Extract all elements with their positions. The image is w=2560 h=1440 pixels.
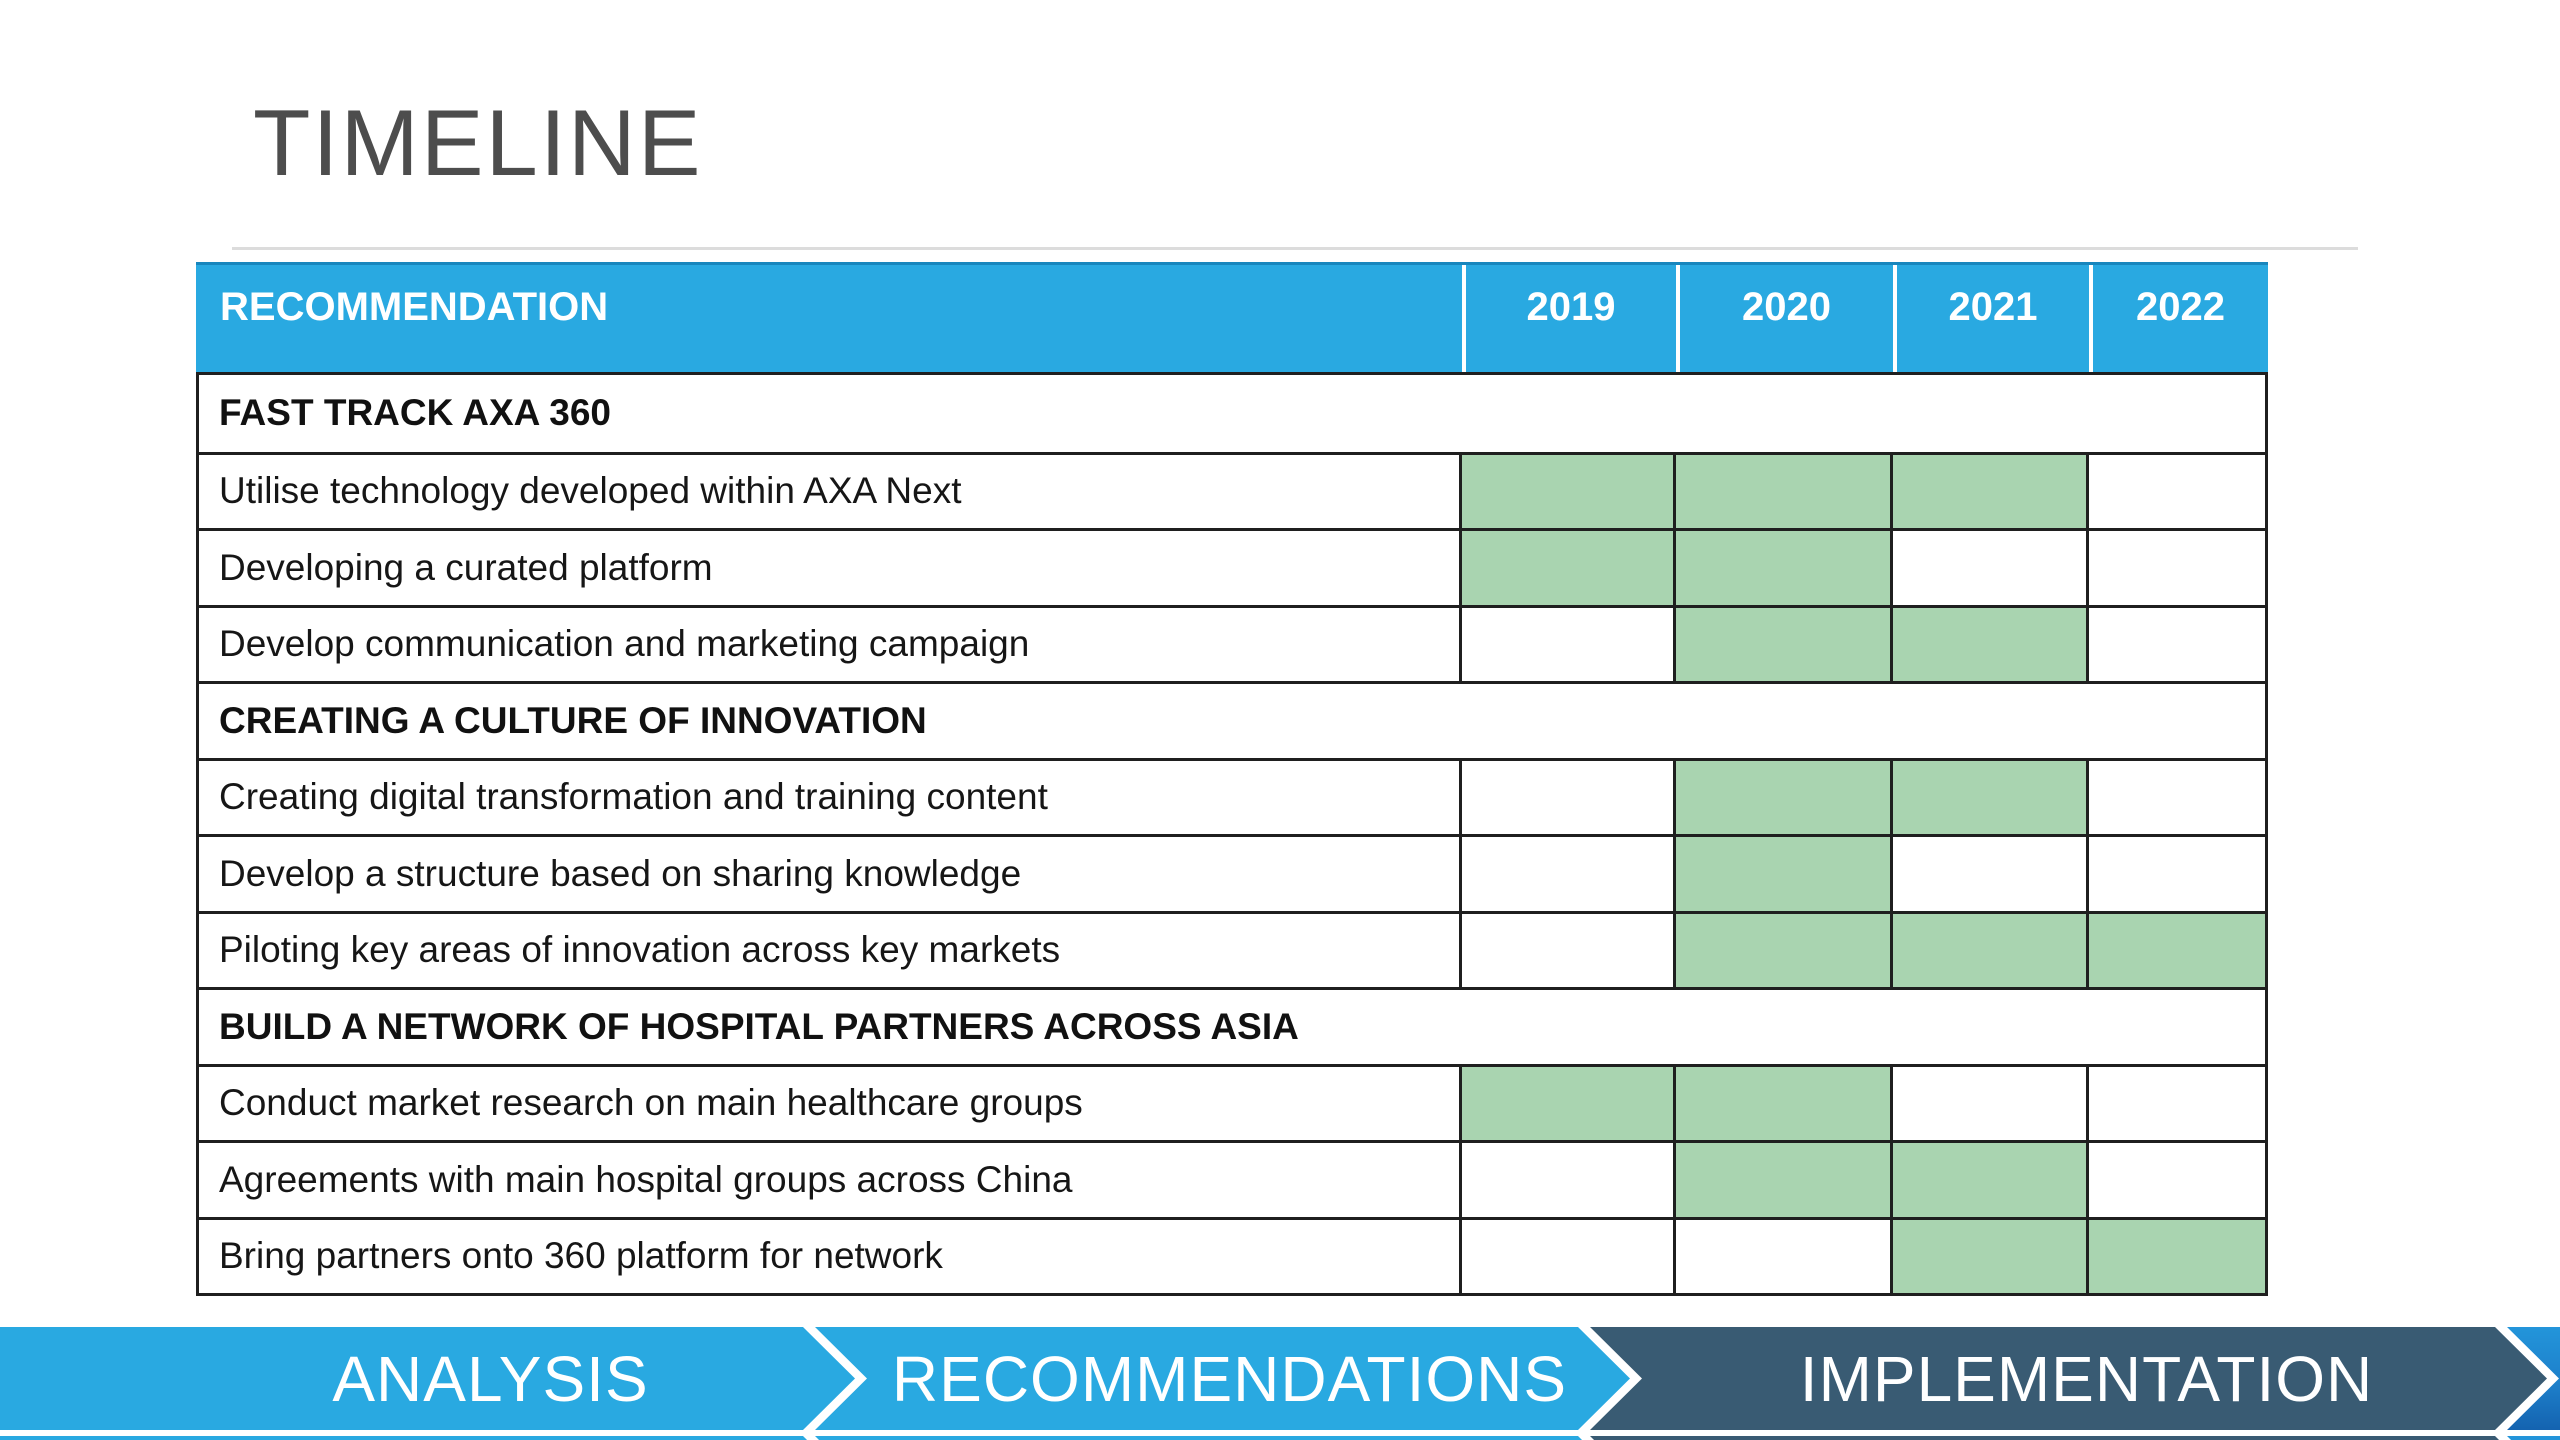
gantt-cell-2021 (1890, 913, 2086, 987)
recommendation-cell: Develop communication and marketing camp… (199, 608, 1459, 682)
recommendation-text: Develop a structure based on sharing kno… (219, 852, 1022, 894)
year-column-header-2019: 2019 (1462, 265, 1676, 372)
gantt-cell-2019 (1459, 1219, 1673, 1293)
stage-chevron-analysis: ANALYSIS (0, 1327, 855, 1430)
gantt-cell-2022 (2086, 454, 2265, 528)
year-column-header-2020: 2020 (1676, 265, 1893, 372)
gantt-cell-2022 (2086, 607, 2265, 681)
gantt-cell-2019 (1459, 454, 1673, 528)
gantt-cell-2021 (1890, 760, 2086, 834)
stage-navigation-bar: ANALYSIS RECOMMENDATIONS IMPLEMENTATION (0, 1327, 2560, 1430)
gantt-cell-2022 (2086, 1219, 2265, 1293)
recommendation-cell: Utilise technology developed within AXA … (199, 455, 1459, 529)
gantt-cell-2021 (1890, 531, 2086, 605)
gantt-cell-2020 (1673, 607, 1890, 681)
stage-label: IMPLEMENTATION (1799, 1342, 2374, 1415)
recommendation-text: Utilise technology developed within AXA … (219, 470, 962, 512)
gantt-cell-2022 (2086, 837, 2265, 911)
recommendation-cell: Agreements with main hospital groups acr… (199, 1143, 1459, 1217)
recommendation-cell: Conduct market research on main healthca… (199, 1067, 1459, 1141)
gantt-cell-2019 (1459, 760, 1673, 834)
gantt-cell-2020 (1673, 1143, 1890, 1217)
table-row: Develop communication and marketing camp… (199, 604, 2265, 682)
stage-chevron-reflection (815, 1436, 1630, 1440)
recommendation-cell: Developing a curated platform (199, 531, 1459, 605)
section-title: CREATING A CULTURE OF INNOVATION (219, 699, 927, 741)
stage-chevron-implementation: IMPLEMENTATION (1590, 1327, 2547, 1430)
gantt-cell-2020 (1673, 454, 1890, 528)
gantt-cell-2021 (1890, 1219, 2086, 1293)
table-row: Develop a structure based on sharing kno… (199, 834, 2265, 911)
gantt-cell-2021 (1890, 1066, 2086, 1140)
table-row: Conduct market research on main healthca… (199, 1063, 2265, 1141)
recommendation-cell: Bring partners onto 360 platform for net… (199, 1220, 1459, 1294)
gantt-cell-2022 (2086, 1143, 2265, 1217)
timeline-table: RECOMMENDATION 2019 2020 2021 2022 FAST … (196, 262, 2268, 1296)
recommendation-text: Agreements with main hospital groups acr… (219, 1158, 1073, 1200)
section-title: BUILD A NETWORK OF HOSPITAL PARTNERS ACR… (219, 1005, 1299, 1047)
gantt-cell-2019 (1459, 913, 1673, 987)
gantt-cell-2019 (1459, 531, 1673, 605)
table-header-row: RECOMMENDATION 2019 2020 2021 2022 (196, 262, 2268, 372)
gantt-cell-2022 (2086, 1066, 2265, 1140)
gantt-cell-2020 (1673, 913, 1890, 987)
recommendation-text: Creating digital transformation and trai… (219, 776, 1048, 818)
gantt-cell-2020 (1673, 1219, 1890, 1293)
gantt-cell-2020 (1673, 1066, 1890, 1140)
gantt-cell-2021 (1890, 454, 2086, 528)
table-row: Agreements with main hospital groups acr… (199, 1140, 2265, 1217)
recommendation-text: Develop communication and marketing camp… (219, 623, 1030, 665)
year-column-header-2022: 2022 (2089, 265, 2268, 372)
gantt-cell-2020 (1673, 760, 1890, 834)
table-row: Utilise technology developed within AXA … (199, 451, 2265, 529)
gantt-cell-2020 (1673, 531, 1890, 605)
recommendation-cell: Creating digital transformation and trai… (199, 761, 1459, 835)
gantt-cell-2022 (2086, 760, 2265, 834)
section-header-row: CREATING A CULTURE OF INNOVATION (199, 681, 2265, 758)
gantt-cell-2022 (2086, 913, 2265, 987)
year-column-header-2021: 2021 (1893, 265, 2089, 372)
section-header-row: FAST TRACK AXA 360 (199, 375, 2265, 452)
table-body: FAST TRACK AXA 360 Utilise technology de… (196, 372, 2268, 1296)
recommendation-text: Bring partners onto 360 platform for net… (219, 1235, 943, 1277)
recommendation-text: Developing a curated platform (219, 546, 713, 588)
stage-label: RECOMMENDATIONS (891, 1342, 1568, 1415)
gantt-cell-2019 (1459, 837, 1673, 911)
stage-chevron-reflection (1590, 1436, 2547, 1440)
gantt-cell-2021 (1890, 607, 2086, 681)
section-title: FAST TRACK AXA 360 (219, 392, 611, 434)
gantt-cell-2019 (1459, 1066, 1673, 1140)
table-row: Creating digital transformation and trai… (199, 757, 2265, 835)
stage-label: ANALYSIS (332, 1342, 649, 1415)
recommendation-column-header: RECOMMENDATION (220, 285, 609, 329)
recommendation-cell: Piloting key areas of innovation across … (199, 914, 1459, 988)
gantt-cell-2021 (1890, 1143, 2086, 1217)
stage-chevron-reflection (0, 1436, 855, 1440)
table-row: Piloting key areas of innovation across … (199, 910, 2265, 988)
gantt-cell-2020 (1673, 837, 1890, 911)
recommendation-text: Conduct market research on main healthca… (219, 1082, 1083, 1124)
gantt-cell-2019 (1459, 1143, 1673, 1217)
stage-chevron-reflection (2507, 1436, 2560, 1440)
recommendation-text: Piloting key areas of innovation across … (219, 929, 1061, 971)
recommendation-cell: Develop a structure based on sharing kno… (199, 837, 1459, 911)
gantt-cell-2021 (1890, 837, 2086, 911)
gantt-cell-2019 (1459, 607, 1673, 681)
gantt-cell-2022 (2086, 531, 2265, 605)
page-title: TIMELINE (253, 90, 703, 195)
table-row: Bring partners onto 360 platform for net… (199, 1216, 2265, 1294)
title-divider (232, 247, 2358, 250)
section-header-row: BUILD A NETWORK OF HOSPITAL PARTNERS ACR… (199, 987, 2265, 1064)
stage-bar-reflection (0, 1436, 2560, 1440)
stage-chevron-recommendations: RECOMMENDATIONS (815, 1327, 1630, 1430)
table-row: Developing a curated platform (199, 528, 2265, 605)
